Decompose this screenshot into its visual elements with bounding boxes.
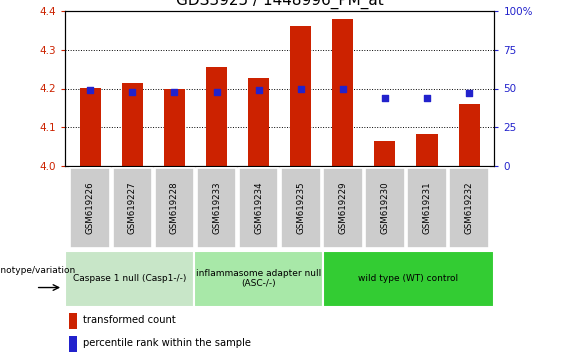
FancyBboxPatch shape: [71, 168, 110, 248]
Text: GSM619233: GSM619233: [212, 182, 221, 234]
Bar: [459, 104, 480, 166]
FancyBboxPatch shape: [365, 168, 405, 248]
FancyBboxPatch shape: [407, 168, 447, 248]
FancyBboxPatch shape: [194, 251, 323, 307]
Point: [254, 87, 263, 93]
FancyBboxPatch shape: [112, 168, 152, 248]
FancyBboxPatch shape: [197, 168, 236, 248]
Point: [128, 89, 137, 95]
FancyBboxPatch shape: [323, 251, 494, 307]
Bar: [332, 19, 353, 166]
Text: transformed count: transformed count: [83, 315, 176, 325]
FancyBboxPatch shape: [449, 168, 489, 248]
Point: [380, 95, 389, 101]
Point: [464, 90, 473, 96]
Text: genotype/variation: genotype/variation: [0, 266, 76, 274]
Title: GDS3925 / 1448996_PM_at: GDS3925 / 1448996_PM_at: [176, 0, 384, 9]
Text: GSM619232: GSM619232: [464, 182, 473, 234]
FancyBboxPatch shape: [281, 168, 320, 248]
Point: [296, 86, 305, 91]
Bar: [164, 88, 185, 166]
Bar: [206, 67, 227, 166]
Text: GSM619230: GSM619230: [380, 182, 389, 234]
FancyBboxPatch shape: [65, 251, 194, 307]
Point: [86, 87, 95, 93]
Text: inflammasome adapter null
(ASC-/-): inflammasome adapter null (ASC-/-): [195, 269, 321, 289]
Bar: [69, 336, 77, 352]
Bar: [122, 84, 143, 166]
Bar: [69, 313, 77, 329]
Point: [338, 86, 347, 91]
Point: [423, 95, 432, 101]
Point: [170, 89, 179, 95]
Bar: [248, 78, 269, 166]
FancyBboxPatch shape: [155, 168, 194, 248]
Bar: [375, 141, 396, 166]
Text: GSM619226: GSM619226: [86, 182, 95, 234]
Text: wild type (WT) control: wild type (WT) control: [358, 274, 459, 283]
Text: GSM619229: GSM619229: [338, 182, 347, 234]
Text: GSM619235: GSM619235: [296, 182, 305, 234]
Text: GSM619231: GSM619231: [423, 182, 432, 234]
FancyBboxPatch shape: [239, 168, 279, 248]
Text: percentile rank within the sample: percentile rank within the sample: [83, 338, 251, 348]
Bar: [80, 88, 101, 166]
FancyBboxPatch shape: [323, 168, 363, 248]
Bar: [416, 135, 437, 166]
Text: GSM619228: GSM619228: [170, 182, 179, 234]
Text: GSM619234: GSM619234: [254, 182, 263, 234]
Point: [212, 89, 221, 95]
Text: GSM619227: GSM619227: [128, 182, 137, 234]
Text: Caspase 1 null (Casp1-/-): Caspase 1 null (Casp1-/-): [73, 274, 186, 283]
Bar: [290, 26, 311, 166]
